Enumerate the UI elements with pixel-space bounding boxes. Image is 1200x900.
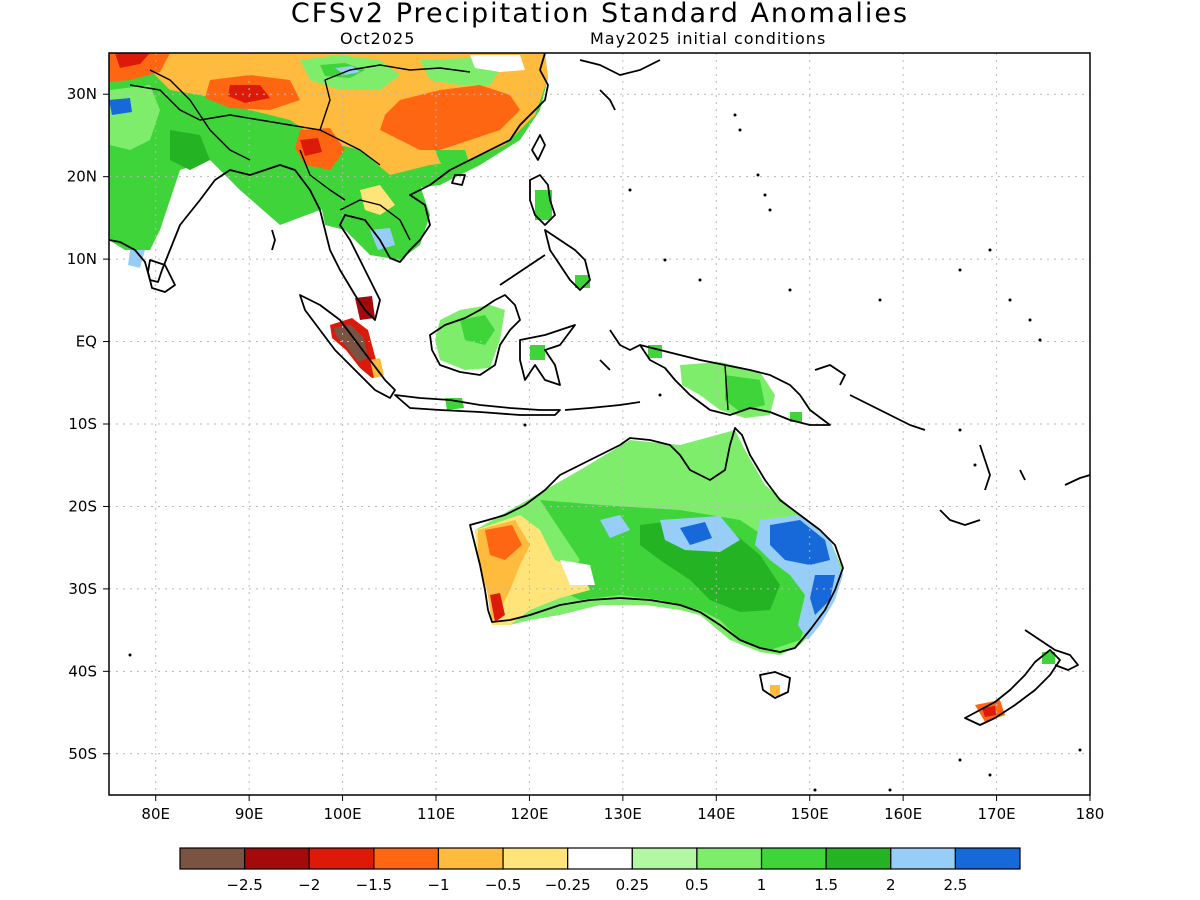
lon-label: 150E bbox=[791, 805, 829, 823]
initial-conditions: May2025 initial conditions bbox=[590, 29, 827, 48]
colorbar-swatch bbox=[696, 847, 763, 870]
colorbar-swatch bbox=[308, 847, 375, 870]
lat-label: 10N bbox=[67, 250, 97, 268]
lat-label: EQ bbox=[76, 333, 97, 351]
colorbar-label: 1.5 bbox=[814, 876, 838, 894]
forecast-month: Oct2025 bbox=[340, 29, 416, 48]
lat-label: 10S bbox=[68, 415, 97, 433]
lat-label: 20S bbox=[68, 497, 97, 515]
shade-nz-red bbox=[982, 706, 996, 717]
shade-aus-blue-center2 bbox=[680, 522, 712, 545]
colorbar-swatch bbox=[179, 847, 246, 870]
colorbar-swatch bbox=[567, 847, 633, 870]
map-title: CFSv2 Precipitation Standard Anomalies bbox=[290, 0, 910, 29]
colorbar-swatch bbox=[631, 847, 698, 870]
colorbar-label: −2 bbox=[298, 876, 320, 894]
colorbar-label: 2 bbox=[886, 876, 896, 894]
shade-wa-white bbox=[560, 560, 595, 585]
lon-label: 100E bbox=[324, 805, 362, 823]
lon-label: 140E bbox=[697, 805, 735, 823]
colorbar-label: 1 bbox=[757, 876, 767, 894]
lon-label: 90E bbox=[235, 805, 264, 823]
lat-label: 30N bbox=[67, 85, 97, 103]
shade-aus-blue-small bbox=[600, 515, 630, 538]
shade-sulawesi-green bbox=[530, 345, 545, 360]
colorbar-swatch bbox=[373, 847, 440, 870]
shade-borneo-darkgreen bbox=[460, 315, 495, 345]
colorbar-label: −1 bbox=[427, 876, 449, 894]
colorbar-label: −0.25 bbox=[545, 876, 591, 894]
shade-yunnan-red bbox=[300, 138, 322, 156]
colorbar-swatch bbox=[244, 847, 310, 870]
shade-nw-red bbox=[115, 53, 150, 68]
shade-north-white bbox=[470, 55, 525, 72]
colorbar-label: −0.5 bbox=[485, 876, 521, 894]
colorbar-label: 0.5 bbox=[685, 876, 709, 894]
lon-label: 130E bbox=[604, 805, 642, 823]
colorbar-swatch bbox=[760, 847, 827, 870]
lat-label: 20N bbox=[67, 168, 97, 186]
shade-indochina-yellow bbox=[360, 185, 395, 215]
lon-label: 80E bbox=[141, 805, 170, 823]
lon-label: 180 bbox=[1076, 805, 1105, 823]
coastlines bbox=[109, 53, 1090, 726]
anomaly-shading bbox=[109, 53, 1055, 722]
shade-wa-red bbox=[490, 593, 505, 622]
shade-srilanka-blue bbox=[128, 250, 145, 268]
shade-china-darkorange bbox=[380, 85, 520, 150]
shade-indochina-green bbox=[320, 175, 430, 260]
colorbar-label: 2.5 bbox=[943, 876, 967, 894]
colorbar-legend: −2.5 −2 −1.5 −1 −0.5 −0.25 0.25 0.5 1 1.5 2 2.5 bbox=[179, 847, 1021, 894]
shade-tasmania-orange bbox=[770, 685, 780, 696]
colorbar-label: 0.25 bbox=[616, 876, 649, 894]
shade-png-darkgreen bbox=[725, 375, 765, 412]
shade-nz-north-green bbox=[1042, 652, 1055, 664]
colorbar-swatch bbox=[890, 847, 956, 870]
lon-label: 120E bbox=[510, 805, 548, 823]
shade-australia-darkgreen bbox=[540, 500, 815, 650]
lon-label: 110E bbox=[417, 805, 455, 823]
axis-labels: 30N 20N 10N EQ 10S 20S 30S 40S 50S 80E 90E 100E 110E… bbox=[67, 85, 1105, 823]
graticule bbox=[109, 53, 1090, 795]
small-islands bbox=[128, 113, 1082, 792]
shade-aus-se-blue bbox=[810, 575, 835, 615]
shade-png-e-green bbox=[790, 412, 802, 422]
shade-pakistan-blue bbox=[109, 98, 132, 115]
lat-label: 50S bbox=[68, 745, 97, 763]
shade-luzon-green bbox=[535, 190, 552, 220]
lon-label: 160E bbox=[884, 805, 922, 823]
colorbar-label: −2.5 bbox=[226, 876, 262, 894]
lat-label: 40S bbox=[68, 662, 97, 680]
colorbar-swatch bbox=[437, 847, 504, 870]
colorbar-swatch bbox=[825, 847, 892, 870]
colorbar-swatch bbox=[954, 847, 1021, 870]
shade-cambodia-blue bbox=[370, 228, 395, 250]
shade-wa-darkorange bbox=[485, 525, 522, 560]
colorbar-label: −1.5 bbox=[356, 876, 392, 894]
shade-aus-east-blue bbox=[770, 520, 830, 565]
colorbar-swatch bbox=[502, 847, 569, 870]
lat-label: 30S bbox=[68, 580, 97, 598]
shade-india-darkgreen bbox=[170, 130, 210, 170]
lon-label: 170E bbox=[978, 805, 1016, 823]
